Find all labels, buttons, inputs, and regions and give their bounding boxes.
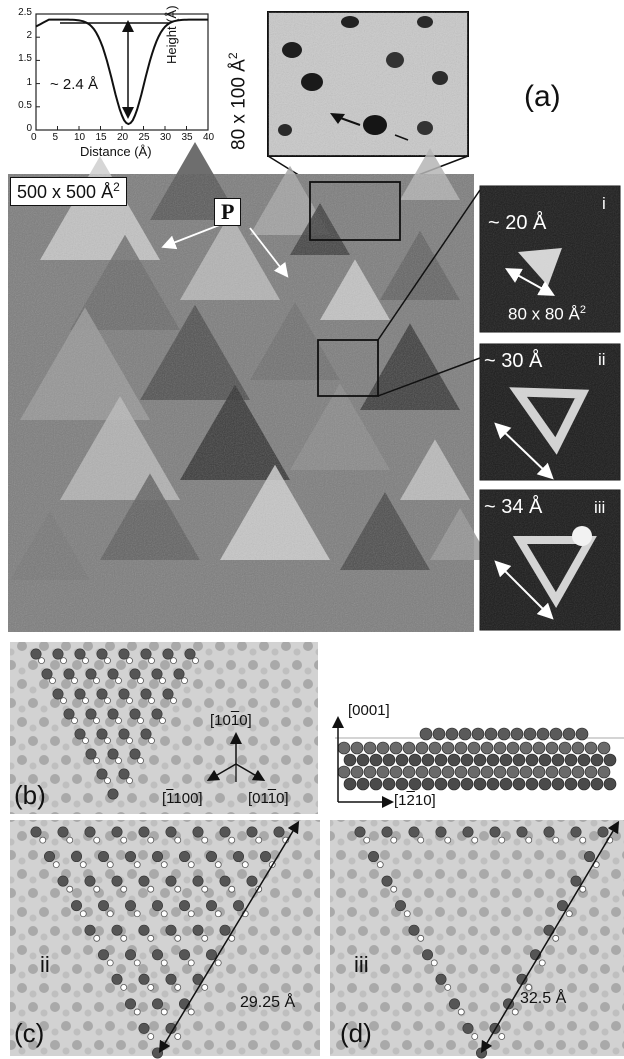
inset-ii-roman: ii (598, 350, 606, 369)
dir-left-b: 100] (173, 790, 203, 807)
dir-left-label: [1100] (162, 790, 203, 807)
lattice-panel-d (330, 820, 624, 1059)
zoom-image-top (267, 11, 469, 157)
length-arrow-c (158, 820, 300, 1054)
axis-right-label: [1210] (394, 792, 436, 809)
inset-iii-width: ~ 34 Å (484, 496, 543, 518)
x-tick-label: 15 (95, 132, 107, 143)
main-size-sup: 2 (113, 180, 120, 194)
dir-right-bar: 1 (267, 790, 277, 807)
inset-iii (479, 489, 621, 631)
dir-up-a: [10 (210, 712, 231, 729)
x-tick-label: 10 (74, 132, 86, 143)
main-size-text: 500 x 500 Å (17, 182, 114, 202)
y-tick-label: 1.5 (18, 53, 32, 65)
inset-ii-width: ~ 30 Å (484, 350, 543, 372)
panel-d-length: 32.5 Å (520, 990, 567, 1007)
lattice-panel-b (10, 642, 318, 814)
panel-c-roman: ii (40, 952, 50, 977)
y-tick-label: 0 (26, 123, 32, 134)
y-tick-label: 0.5 (18, 99, 32, 111)
inset-ii (479, 343, 621, 481)
dir-left-bar: 1 (166, 790, 174, 807)
zoom-top-size-text: 80 x 100 Å (228, 59, 250, 150)
p-label: P (214, 198, 242, 226)
panel-c-length: 29.25 Å (240, 994, 296, 1011)
dir-up-label: [1010] (210, 712, 252, 729)
inset-i-size: 80 x 80 Å2 (508, 304, 586, 325)
profile-annotation: ~ 2.4 Å (50, 76, 98, 93)
dir-right-label: [0110] (248, 790, 289, 807)
height-profile-plot (35, 13, 209, 131)
stm-image-main (8, 142, 490, 632)
zoom-box-top (309, 181, 401, 241)
inset-iii-roman: iii (594, 498, 606, 517)
profile-y-label: Height (Å) (164, 5, 179, 64)
side-view-panel (332, 716, 624, 808)
x-tick-label: 0 (31, 132, 37, 143)
y-tick-label: 2 (26, 30, 32, 42)
axis-right-a: [1 (394, 792, 407, 809)
inset-i (479, 185, 621, 333)
x-tick-label: 20 (117, 132, 129, 143)
dir-up-bar: 1 (230, 712, 240, 729)
y-tick-label: 2.5 (18, 7, 32, 18)
dir-arrow-left (206, 763, 237, 782)
x-tick-label: 40 (203, 132, 215, 143)
axis-right-b: 10] (414, 792, 436, 809)
x-tick-label: 30 (160, 132, 172, 143)
x-tick-label: 25 (138, 132, 150, 143)
panel-a-label: (a) (524, 80, 561, 113)
inset-connector-top (377, 189, 481, 341)
x-tick-label: 35 (181, 132, 193, 143)
x-tick-label: 5 (52, 132, 59, 143)
dir-right-b: 0] (276, 790, 289, 807)
panel-b-label: (b) (14, 780, 46, 810)
profile-x-label: Distance (Å) (80, 144, 152, 159)
inset-connector-bottom (377, 357, 481, 397)
panel-d-label: (d) (340, 1018, 372, 1048)
zoom-top-size-sup: 2 (226, 52, 240, 60)
inset-i-size-sup: 2 (579, 304, 586, 316)
inset-i-width: ~ 20 Å (488, 212, 547, 234)
dir-arrow-right (235, 763, 266, 782)
zoom-top-size-label: 80 x 100 Å2 (226, 52, 250, 150)
panel-c-label: (c) (14, 1018, 45, 1048)
dir-up-b: 0] (239, 712, 252, 729)
inset-i-roman: i (602, 194, 606, 213)
axis-right-bar: 2 (406, 792, 415, 809)
p-arrow-left (161, 223, 223, 250)
length-arrow-d (480, 820, 620, 1054)
panel-d-roman: iii (354, 952, 369, 977)
dir-left-a: [ (162, 790, 167, 807)
p-arrow-right (249, 227, 289, 278)
lattice-panel-c (10, 820, 320, 1059)
main-size-label: 500 x 500 Å2 (10, 177, 127, 206)
dir-right-a: [01 (248, 790, 268, 807)
profile-frame (35, 13, 209, 131)
zoom-box-inset (317, 339, 379, 397)
inset-i-size-text: 80 x 80 Å (508, 304, 580, 324)
y-tick-label: 1 (26, 76, 32, 88)
axis-up-label: [0001] (348, 702, 390, 719)
